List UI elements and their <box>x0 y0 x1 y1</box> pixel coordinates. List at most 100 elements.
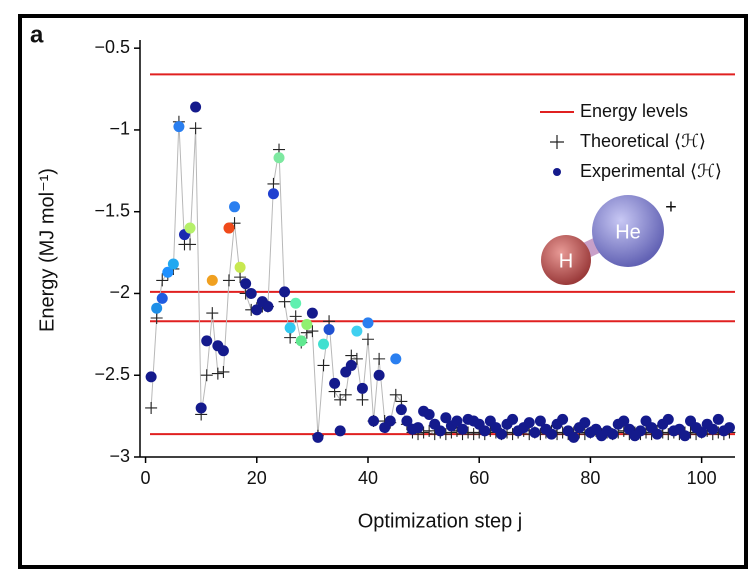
y-axis-label: Energy (MJ mol⁻¹) <box>36 168 58 332</box>
experimental-point <box>223 222 235 234</box>
experimental-point <box>412 422 424 434</box>
molecule: H He + <box>541 195 677 285</box>
experimental-point <box>712 413 724 425</box>
theoretical-point <box>345 349 358 362</box>
experimental-point <box>267 188 279 200</box>
theoretical-point <box>150 312 163 324</box>
experimental-point <box>279 286 291 298</box>
experimental-point <box>362 317 374 329</box>
experimental-point <box>557 413 569 425</box>
legend-swatch <box>550 135 564 149</box>
atom-he <box>592 195 664 267</box>
experimental-point <box>440 412 452 424</box>
x-axis-label: Optimization step j <box>358 510 523 532</box>
experimental-point <box>195 402 207 414</box>
experimental-point <box>401 415 413 427</box>
experimental-point <box>329 377 341 389</box>
atom-h <box>541 235 591 285</box>
experimental-point <box>707 423 719 435</box>
experimental-point <box>284 322 296 334</box>
experimental-point <box>312 431 324 443</box>
theoretical-point <box>206 307 219 320</box>
experimental-point <box>273 152 285 164</box>
experimental-point <box>318 338 330 350</box>
theoretical-point <box>361 333 374 346</box>
x-tick-label: 100 <box>687 468 717 488</box>
x-tick-label: 60 <box>469 468 489 488</box>
theoretical-point <box>317 359 330 372</box>
experimental-point <box>356 382 368 394</box>
theoretical-point <box>184 238 197 251</box>
experimental-point <box>345 359 357 371</box>
experimental-point <box>217 345 229 357</box>
legend-label: Experimental ⟨ℋ⟩ <box>580 161 722 181</box>
theoretical-point <box>306 325 319 338</box>
y-tick-label: −1.5 <box>94 200 130 220</box>
x-tick-label: 80 <box>580 468 600 488</box>
experimental-point <box>245 287 257 299</box>
atom-h-label: H <box>559 250 573 272</box>
theoretical-point <box>189 122 202 135</box>
experimental-point <box>679 430 691 442</box>
experimental-point <box>301 319 313 331</box>
experimental-point <box>423 408 435 420</box>
y-tick-label: −2 <box>109 282 130 302</box>
theoretical-point <box>389 388 402 401</box>
y-tick-label: −0.5 <box>94 37 130 57</box>
experimental-point <box>151 302 163 314</box>
experimental-point <box>579 417 591 429</box>
experimental-point <box>190 101 202 113</box>
experimental-point <box>323 323 335 335</box>
theoretical-point <box>289 310 302 323</box>
theoretical-point <box>350 352 363 365</box>
experimental-point <box>390 353 402 365</box>
experimental-point <box>262 301 274 313</box>
experimental-point <box>234 261 246 273</box>
experimental-point <box>162 266 174 278</box>
y-tick-label: −3 <box>109 446 130 466</box>
theoretical-point <box>145 401 158 414</box>
experimental-point <box>451 415 463 427</box>
experimental-point <box>523 417 535 429</box>
legend-swatch <box>553 168 561 176</box>
theoretical-point <box>200 369 213 382</box>
experimental-point <box>167 258 179 270</box>
experimental-point <box>295 335 307 347</box>
experimental-point <box>507 413 519 425</box>
experimental-point <box>240 278 252 290</box>
experimental-point <box>145 371 157 383</box>
experimental-point <box>457 423 469 435</box>
experimental-point <box>618 415 630 427</box>
theoretical-point <box>467 428 480 441</box>
x-tick-label: 20 <box>247 468 267 488</box>
experimental-point <box>201 335 213 347</box>
y-tick-label: −2.5 <box>94 364 130 384</box>
theoretical-point <box>156 274 169 287</box>
theoretical-point <box>222 274 235 287</box>
theoretical-point <box>334 393 347 406</box>
theoretical-point <box>267 177 280 190</box>
experimental-point <box>206 274 218 286</box>
experimental-point <box>568 431 580 443</box>
experimental-point <box>545 428 557 440</box>
y-tick-label: −1 <box>109 119 130 139</box>
theoretical-point <box>373 352 386 365</box>
experimental-point <box>395 404 407 416</box>
experimental-point <box>373 369 385 381</box>
experimental-point <box>529 426 541 438</box>
legend-label: Energy levels <box>580 101 688 121</box>
experimental-point <box>723 422 735 434</box>
experimental-point <box>290 297 302 309</box>
experimental-point <box>534 415 546 427</box>
x-tick-label: 0 <box>141 468 151 488</box>
charge-label: + <box>665 196 677 218</box>
panel-label: a <box>30 21 44 48</box>
atom-he-label: He <box>615 221 641 243</box>
experimental-point <box>351 325 363 337</box>
experimental-point <box>368 415 380 427</box>
theoretical-point <box>211 367 224 380</box>
experimental-point <box>251 304 263 316</box>
experimental-point <box>696 426 708 438</box>
experimental-point <box>651 428 663 440</box>
